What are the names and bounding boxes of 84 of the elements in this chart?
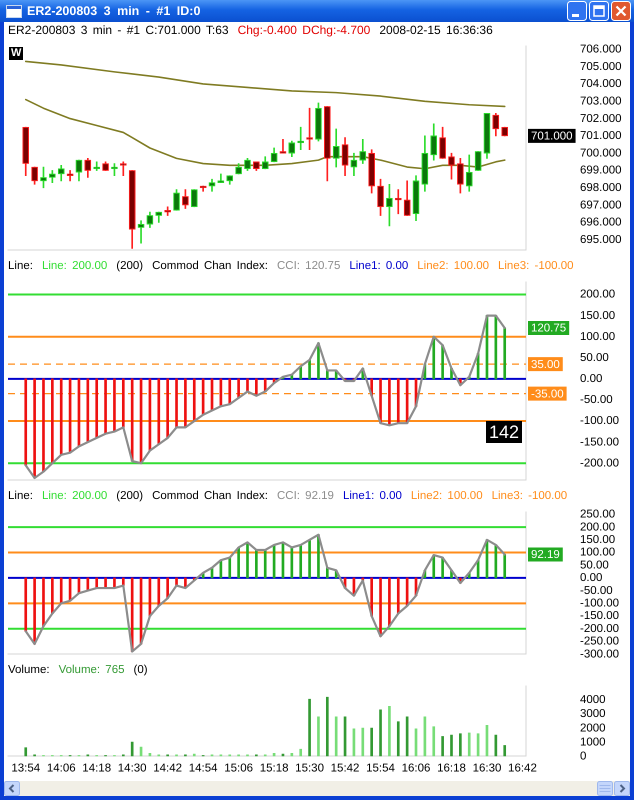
x-tick-label: 14:42	[153, 762, 182, 774]
text: 92.19	[531, 549, 560, 562]
x-tick-label: 14:18	[82, 762, 112, 774]
y-tick-label: -200.00	[580, 457, 620, 470]
x-tick-label: 14:54	[188, 762, 218, 774]
ref-line-label: Line1: 0.00	[349, 260, 408, 272]
chart-title: Commod Chan Index:	[152, 490, 268, 502]
ref-line-label: Line1: 0.00	[342, 490, 402, 502]
y-tick-label: 696.000	[580, 216, 622, 229]
y-tick-label: 4000	[580, 694, 606, 706]
text: Line:	[8, 490, 33, 502]
y-tick-label: -100.00	[580, 597, 620, 610]
y-tick-label: 100.00	[580, 330, 616, 343]
y-tick-label: 706.000	[580, 44, 622, 56]
ref-line-label: 35.00	[531, 358, 560, 371]
y-tick-label: 703.000	[580, 95, 622, 108]
y-tick-label: -300.00	[580, 648, 620, 660]
x-tick-label: 15:30	[295, 762, 324, 774]
ref-line-label: Line2: 100.00	[417, 260, 489, 272]
y-tick-label: 2000	[580, 722, 606, 734]
ref-line-label: Line2: 100.00	[410, 490, 483, 502]
y-tick-label: 702.000	[580, 112, 622, 125]
chart-title: ER2-200803 3 min - #1 ID:0	[27, 4, 200, 18]
text: CCI: 120.75	[276, 260, 340, 272]
x-tick-label: 16:30	[472, 762, 502, 774]
y-tick-label: 200.00	[580, 521, 616, 534]
x-tick-label: 15:06	[224, 762, 254, 774]
text: (0)	[134, 664, 148, 676]
ref-line-label: Line3: -100.00	[492, 490, 568, 502]
y-tick-label: 100.00	[580, 546, 616, 559]
text: CCI: 92.19	[276, 490, 334, 502]
chart-subtitle: ER2-200803 3 min - #1 C:701.000 T:63	[8, 23, 229, 37]
y-tick-label: -50.00	[580, 584, 613, 597]
y-tick-label: 698.000	[580, 182, 622, 194]
y-tick-label: 705.000	[580, 60, 622, 73]
x-tick-label: 15:54	[366, 762, 396, 774]
y-tick-label: 3000	[580, 708, 606, 720]
x-tick-label: 16:06	[402, 762, 430, 774]
annotation: 142	[486, 420, 522, 443]
y-tick-label: 0	[580, 750, 586, 762]
text: Chg:-0.400 DChg:-4.700	[238, 23, 370, 37]
text: 2008-02-15 16:36:36	[379, 23, 493, 37]
y-tick-label: 0.00	[580, 373, 602, 386]
x-tick-label: 14:06	[46, 762, 76, 774]
y-tick-label: 150.00	[580, 534, 616, 546]
text: Line:	[8, 260, 33, 272]
y-tick-label: -50.00	[580, 394, 613, 406]
y-tick-label: 701.000	[580, 130, 622, 142]
y-tick-label: 699.000	[580, 164, 622, 177]
y-tick-label: 250.00	[580, 508, 616, 521]
y-tick-label: 200.00	[580, 288, 616, 301]
y-tick-label: -150.00	[580, 610, 620, 622]
y-tick-label: -150.00	[580, 436, 620, 448]
x-tick-label: 16:42	[508, 762, 537, 774]
ref-line-label: Line3: -100.00	[498, 260, 574, 272]
y-tick-label: 700.000	[580, 147, 622, 160]
y-tick-label: 704.000	[580, 78, 622, 90]
ref-line-label: -35.00	[531, 388, 564, 400]
window-header: ER2-200803 3 min - #1 ID:0	[0, 0, 634, 22]
y-tick-label: 697.000	[580, 199, 622, 212]
ref-line-label: Line: 200.00	[42, 490, 108, 502]
text: 701.000	[531, 130, 573, 143]
ref-line-label: Line: 200.00	[42, 260, 108, 272]
y-tick-label: 0.00	[580, 572, 602, 584]
y-tick-label: 150.00	[580, 310, 616, 322]
y-tick-label: -250.00	[580, 636, 620, 648]
annotation: W	[9, 46, 24, 60]
x-tick-label: 13:54	[11, 762, 41, 774]
y-tick-label: -200.00	[580, 622, 620, 635]
text: Volume: 765	[58, 664, 124, 676]
y-tick-label: 1000	[580, 736, 606, 748]
text: (200)	[116, 260, 144, 272]
chart-title: Commod Chan Index:	[152, 260, 268, 272]
x-tick-label: 15:42	[330, 762, 360, 774]
y-tick-label: 695.000	[580, 234, 622, 246]
x-tick-label: 15:18	[260, 762, 288, 774]
x-tick-label: 14:30	[118, 762, 147, 774]
text: 120.75	[531, 322, 566, 335]
text: (200)	[116, 490, 144, 502]
y-tick-label: -100.00	[580, 415, 620, 428]
y-tick-label: 50.00	[580, 352, 609, 364]
chart-title: Volume:	[8, 664, 50, 676]
y-tick-label: 50.00	[580, 559, 609, 572]
x-tick-label: 16:18	[437, 762, 466, 774]
